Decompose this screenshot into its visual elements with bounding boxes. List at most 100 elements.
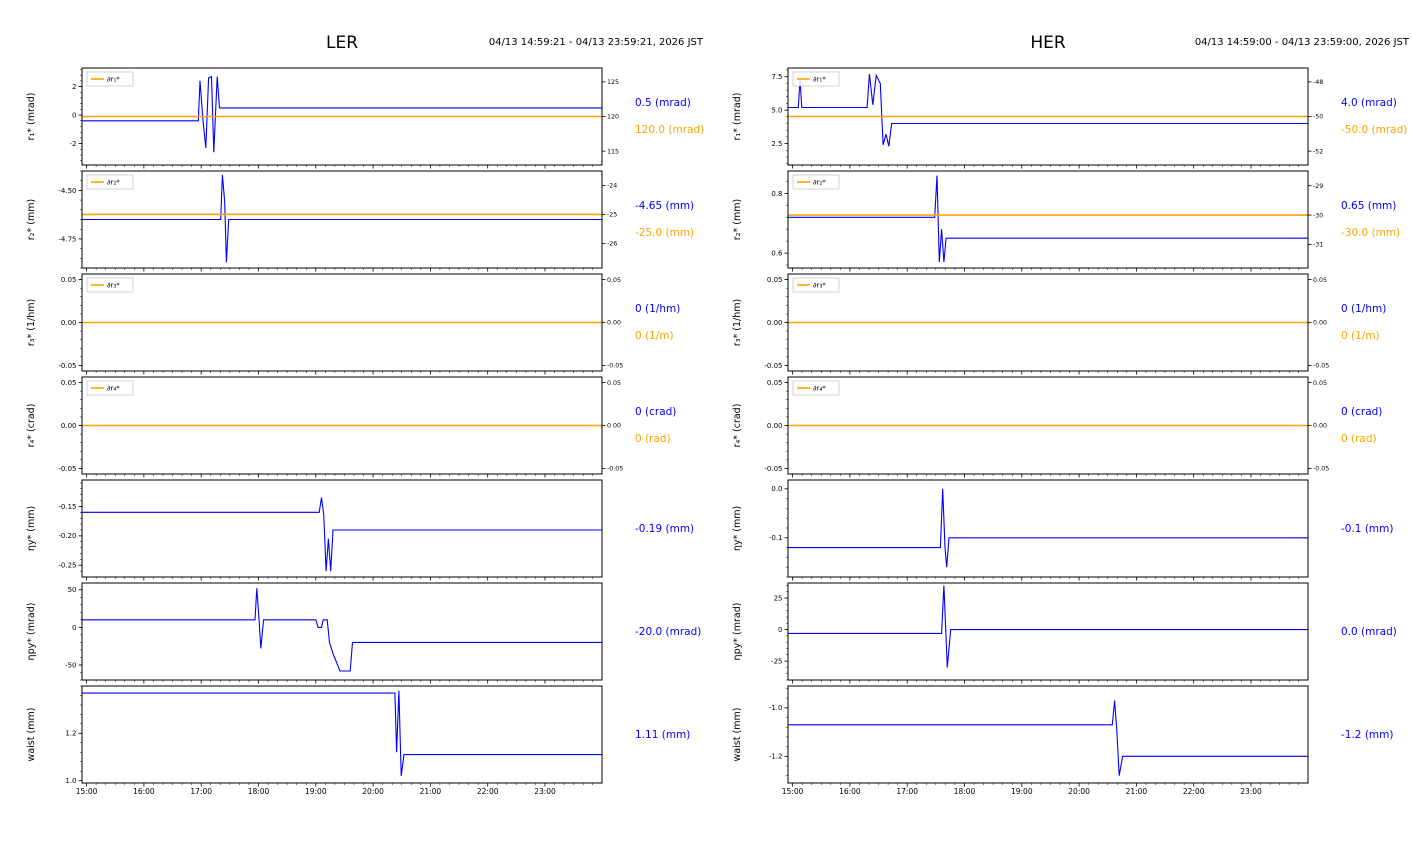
right-tick-label: -50: [1313, 114, 1323, 121]
y-axis-label: ηpy* (mrad): [26, 603, 37, 661]
y-tick-label: 0: [72, 624, 76, 632]
y-tick-label: 1.2: [65, 730, 76, 738]
right-tick-label: 0.05: [607, 380, 621, 387]
subplot-eta-y: -0.15 -0.20 -0.25 ηy* (mm) -0.19 (mm): [26, 479, 694, 581]
orange-value-label: 120.0 (mrad): [635, 124, 704, 136]
series-line-r2: [788, 175, 1308, 263]
blue-value-label: -20.0 (mrad): [635, 626, 701, 638]
orange-value-label: -50.0 (mrad): [1341, 124, 1407, 136]
plot-frame: [787, 67, 1309, 166]
subplot-r3: 0.05 0.00 -0.05 0.05 0.00 -0.05 ∂r₃* r₃* (1/hm)…: [26, 273, 680, 375]
y-axis-label: r₄* (crad): [26, 404, 37, 448]
y-tick-label: 0: [778, 626, 782, 634]
y-axis-label: r₂* (mm): [26, 199, 37, 240]
y-axis-label: ηpy* (mrad): [732, 603, 743, 661]
right-tick-label: 0.00: [607, 423, 621, 430]
right-tick-label: -0.05: [607, 363, 623, 370]
y-tick-label: 50: [68, 586, 77, 594]
blue-value-label: -4.65 (mm): [635, 200, 694, 212]
y-axis-label: r₃* (1/hm): [26, 299, 37, 346]
y-tick-label: 0.00: [767, 422, 783, 430]
right-tick-label: 0.00: [1313, 423, 1327, 430]
legend-box: [792, 380, 840, 396]
y-tick-label: 5.0: [771, 107, 782, 115]
panel-title-ler: LER: [325, 33, 359, 53]
orange-value-label: 0 (1/m): [635, 330, 674, 342]
legend-r1: ∂r₁*: [86, 71, 134, 87]
legend-box: [792, 71, 840, 87]
legend-label: ∂r₂*: [813, 179, 826, 187]
x-tick-label: 16:00: [839, 787, 861, 796]
plot-frame: [787, 273, 1309, 372]
blue-value-label: -1.2 (mm): [1341, 729, 1393, 741]
legend-box: [86, 71, 134, 87]
y-tick-label: 0.00: [767, 319, 783, 327]
blue-value-label: 0.0 (mrad): [1341, 626, 1397, 638]
blue-value-label: 0 (1/hm): [635, 303, 680, 315]
right-tick-label: 125: [607, 79, 619, 86]
y-tick-label: 2.5: [771, 140, 782, 148]
y-axis-label: ηy* (mm): [26, 506, 37, 551]
blue-value-label: 0 (1/hm): [1341, 303, 1386, 315]
legend-label: ∂r₂*: [107, 179, 120, 187]
y-tick-label: 25: [774, 595, 783, 603]
panel-timerange-ler: 04/13 14:59:21 - 04/13 23:59:21, 2026 JS…: [488, 37, 703, 48]
legend-r4: ∂r₄*: [792, 380, 840, 396]
blue-value-label: -0.19 (mm): [635, 523, 694, 535]
x-tick-label: 15:00: [76, 787, 98, 796]
subplot-eta-py: 25 0 -25 ηpy* (mrad) 0.0 (mrad): [732, 582, 1397, 684]
x-tick-label: 18:00: [248, 787, 270, 796]
series-line-eta-y: [788, 488, 1308, 568]
right-tick-label: -26: [607, 241, 617, 248]
y-axis-label: r₁* (mrad): [26, 93, 37, 141]
y-tick-label: -4.50: [58, 187, 76, 195]
y-tick-label: 7.5: [771, 73, 782, 81]
legend-box: [86, 380, 134, 396]
y-tick-label: 0.6: [771, 250, 783, 258]
legend-label: ∂r₄*: [813, 385, 826, 393]
plot-frame: [81, 67, 603, 166]
right-tick-label: 0.05: [1313, 380, 1327, 387]
legend-r2: ∂r₂*: [86, 174, 134, 190]
her-charts: 7.5 5.0 2.5 -48 -50 -52 ∂r₁* r₁* (mrad) 4.0 (mra…: [732, 67, 1407, 796]
blue-value-label: 0.65 (mm): [1341, 200, 1396, 212]
ler-charts: 2 0 -2 125 120 115 ∂r₁* r₁* (mrad) 0.5 (mrad) 120…: [26, 67, 704, 796]
legend-box: [86, 174, 134, 190]
series-line-r1: [788, 73, 1308, 147]
subplot-r4: 0.05 0.00 -0.05 0.05 0.00 -0.05 ∂r₄* r₄* (crad)…: [26, 376, 676, 478]
subplot-r4: 0.05 0.00 -0.05 0.05 0.00 -0.05 ∂r₄* r₄* (crad)…: [732, 376, 1382, 478]
y-tick-label: -0.15: [58, 503, 76, 511]
subplot-eta-y: 0.0 -0.1 ηy* (mm) -0.1 (mm): [732, 479, 1393, 581]
y-tick-label: -0.05: [764, 465, 782, 473]
orange-value-label: 0 (1/m): [1341, 330, 1380, 342]
legend-box: [86, 277, 134, 293]
orange-value-label: -25.0 (mm): [635, 227, 694, 239]
panel-her: HER 04/13 14:59:00 - 04/13 23:59:00, 202…: [706, 0, 1412, 864]
right-tick-label: -0.05: [1313, 363, 1329, 370]
y-tick-label: 0.00: [61, 319, 77, 327]
panel-title-her: HER: [1030, 33, 1066, 53]
series-line-r1: [82, 75, 602, 153]
legend-label: ∂r₃*: [107, 282, 120, 290]
legend-r4: ∂r₄*: [86, 380, 134, 396]
series-line-eta-y: [82, 497, 602, 572]
y-tick-label: -1.0: [769, 704, 783, 712]
plot-frame: [81, 479, 603, 578]
legend-label: ∂r₃*: [813, 282, 826, 290]
plot-frame: [787, 479, 1309, 578]
y-tick-label: 0.05: [61, 276, 77, 284]
plot-frame: [787, 685, 1309, 784]
y-tick-label: 2: [72, 83, 76, 91]
blue-value-label: 0 (crad): [635, 406, 676, 418]
series-line-eta-py: [788, 585, 1308, 668]
y-tick-label: 0.00: [61, 422, 77, 430]
right-tick-label: -0.05: [1313, 466, 1329, 473]
series-line-eta-py: [82, 588, 602, 672]
y-axis-label: r₃* (1/hm): [732, 299, 743, 346]
x-tick-label: 17:00: [190, 787, 212, 796]
y-tick-label: 0.8: [771, 190, 782, 198]
series-line-r2: [82, 174, 602, 263]
right-tick-label: -29: [1313, 183, 1323, 190]
blue-value-label: 1.11 (mm): [635, 729, 690, 741]
y-tick-label: -0.05: [58, 362, 76, 370]
